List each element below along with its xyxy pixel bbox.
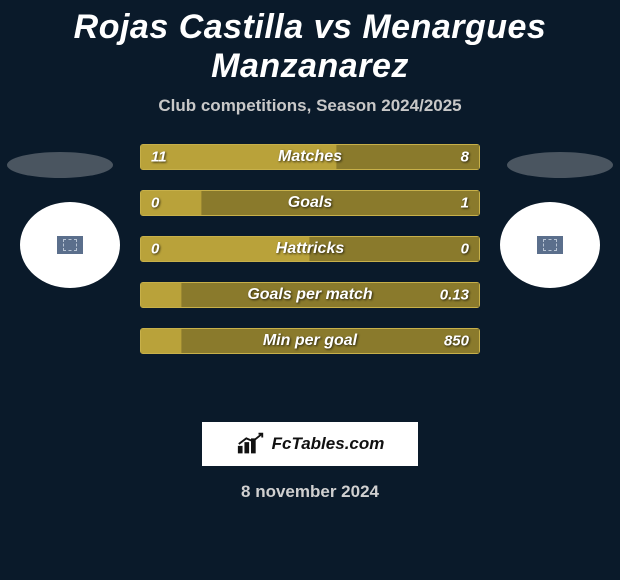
stat-bar: 0 1 Goals [140, 190, 480, 216]
stat-label: Hattricks [276, 240, 344, 258]
stat-value-left: 0 [151, 241, 159, 258]
stat-value-right: 8 [461, 149, 469, 166]
player-puck-left [20, 202, 120, 288]
brand-label: FcTables.com [272, 434, 385, 454]
brand-badge[interactable]: FcTables.com [202, 422, 418, 466]
stat-label: Goals per match [247, 286, 372, 304]
stat-value-left: 0 [151, 195, 159, 212]
stat-bars: 11 8 Matches 0 1 Goals 0 0 Hattricks 0.13 Goals pe… [140, 144, 480, 374]
stat-value-right: 850 [444, 333, 469, 350]
stat-value-right: 0.13 [440, 287, 469, 304]
brand-logo-icon [236, 432, 266, 456]
footer-date: 8 november 2024 [0, 482, 620, 502]
player-shadow-right [507, 152, 613, 178]
flag-icon [537, 236, 563, 254]
stat-label: Matches [278, 148, 342, 166]
stat-bar-fill-left [141, 329, 182, 353]
stat-bar: 0.13 Goals per match [140, 282, 480, 308]
player-puck-right [500, 202, 600, 288]
stat-bar: 11 8 Matches [140, 144, 480, 170]
comparison-title: Rojas Castilla vs Menargues Manzanarez [0, 0, 620, 86]
stat-bar-fill-right [202, 191, 479, 215]
flag-icon [57, 236, 83, 254]
stat-bar-fill-right [337, 145, 479, 169]
stat-value-right: 1 [461, 195, 469, 212]
comparison-stage: 11 8 Matches 0 1 Goals 0 0 Hattricks 0.13 Goals pe… [0, 144, 620, 404]
player-shadow-left [7, 152, 113, 178]
stat-label: Min per goal [263, 332, 357, 350]
stat-bar: 0 0 Hattricks [140, 236, 480, 262]
stat-value-right: 0 [461, 241, 469, 258]
comparison-subtitle: Club competitions, Season 2024/2025 [0, 96, 620, 116]
stat-value-left: 11 [151, 149, 167, 166]
stat-bar: 850 Min per goal [140, 328, 480, 354]
stat-label: Goals [288, 194, 332, 212]
stat-bar-fill-left [141, 283, 182, 307]
